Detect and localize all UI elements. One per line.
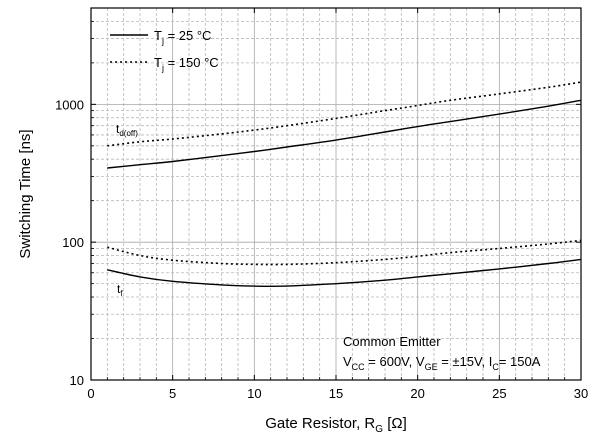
x-axis-label: Gate Resistor, RG [Ω] (265, 415, 407, 435)
legend: Tj = 25 °C Tj = 150 °C (110, 28, 219, 73)
curve-label: tf (117, 282, 123, 298)
x-tick-label: 0 (87, 386, 94, 401)
x-tick-label: 20 (410, 386, 424, 401)
x-tick-label: 25 (492, 386, 506, 401)
series-line-f-dotted (107, 239, 582, 266)
series-line-d(off)-solid (107, 99, 582, 169)
x-tick-label: 30 (574, 386, 588, 401)
y-axis-label: Switching Time [ns] (17, 129, 34, 258)
grid (91, 8, 581, 380)
curve-label: td(off) (116, 122, 138, 138)
y-tick-label: 1000 (55, 97, 84, 112)
series-line-d(off)-dotted (107, 81, 582, 147)
x-tick-label: 15 (329, 386, 343, 401)
y-tick-label: 100 (62, 235, 84, 250)
annotation: Common Emitter VCC = 600V, VGE = ±15V, IC… (343, 334, 541, 372)
legend-label: Tj = 25 °C (154, 28, 211, 46)
x-tick-label: 5 (169, 386, 176, 401)
y-tick-label: 10 (70, 373, 84, 388)
x-tick-label: 10 (247, 386, 261, 401)
annotation-title: Common Emitter (343, 334, 441, 349)
annotation-conditions: VCC = 600V, VGE = ±15V, IC= 150A (343, 354, 541, 372)
legend-label: Tj = 150 °C (154, 55, 219, 73)
series-line-f-solid (107, 258, 582, 288)
